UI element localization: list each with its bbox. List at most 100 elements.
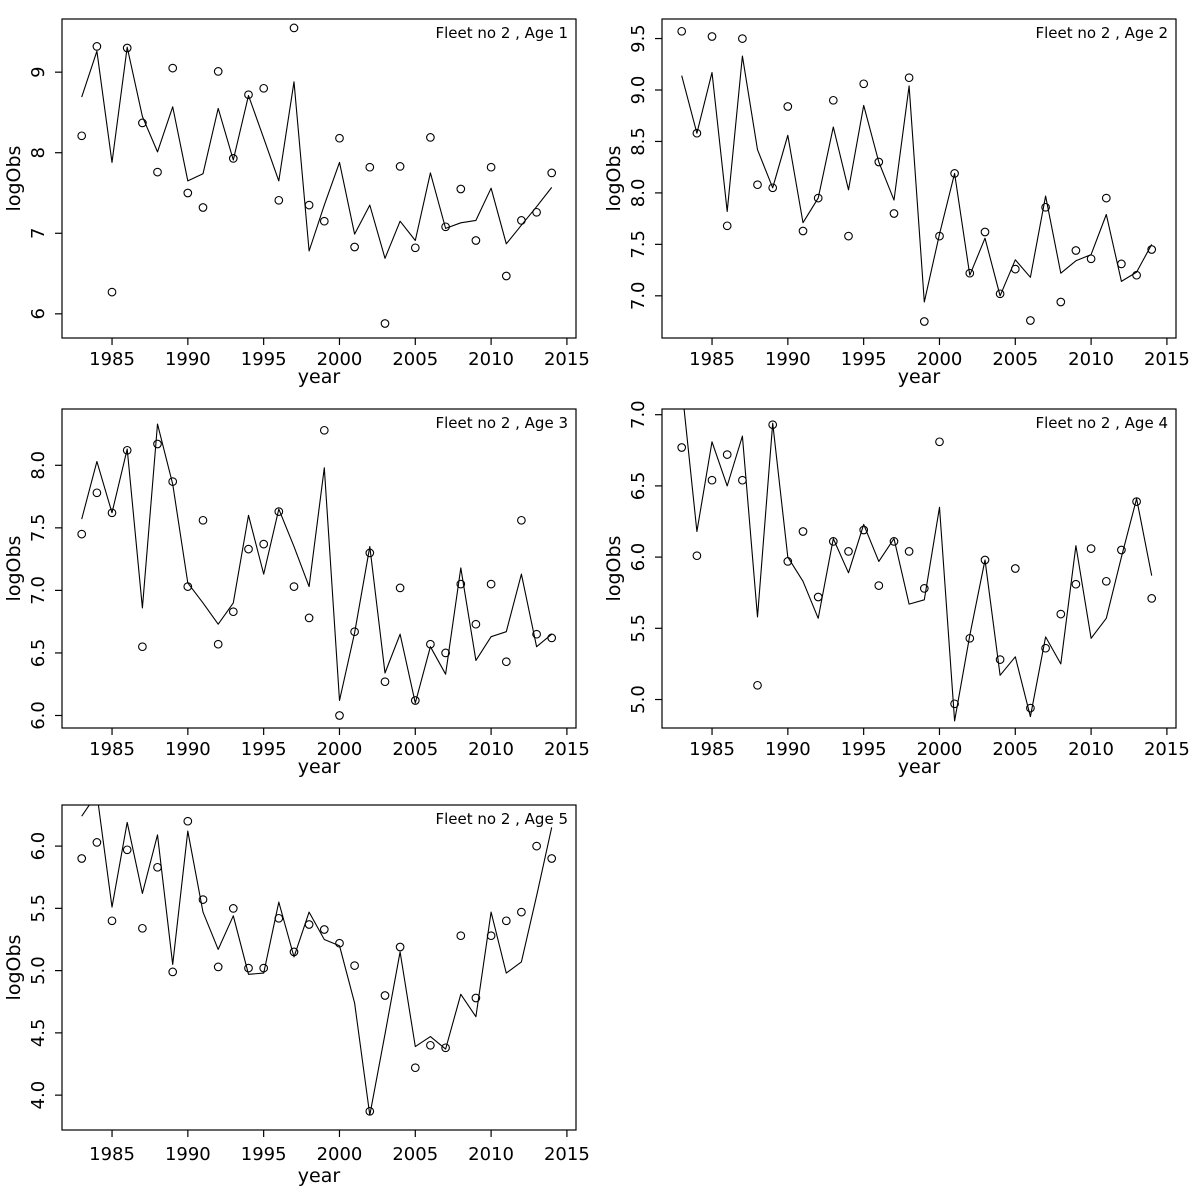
observed-point [304, 613, 314, 623]
observed-point [501, 916, 511, 926]
x-tick-label: 2010 [468, 739, 514, 760]
observed-point [319, 425, 329, 435]
observed-point [198, 203, 208, 212]
observed-point [1041, 202, 1050, 212]
x-tick-label: 2010 [468, 1144, 514, 1165]
observed-point [183, 188, 193, 198]
observed-point [486, 579, 496, 589]
predicted-line [81, 805, 553, 1116]
observed-point [1117, 545, 1126, 555]
observed-point [859, 79, 869, 89]
observed-point [517, 907, 526, 917]
x-tick-label: 1985 [89, 1144, 135, 1165]
observed-point [995, 655, 1005, 664]
chart-svg-age-5: 1985 1990 1995 2000 2005 2010 2015 4.0 4.5 5.0 5.5… [3, 804, 590, 1187]
observed-point [692, 128, 702, 138]
observed-point [410, 696, 420, 705]
observed-point [168, 63, 178, 73]
y-tick-label: 6.5 [28, 639, 49, 668]
observed-point [228, 904, 238, 913]
observed-point [950, 699, 959, 709]
observed-point [168, 477, 178, 486]
plot-box [661, 18, 1177, 339]
observed-point [1117, 259, 1126, 269]
observed-point [532, 629, 541, 639]
y-tick-label: 5.5 [28, 894, 49, 923]
x-axis-label: year [298, 756, 341, 778]
observed-point [456, 579, 466, 589]
chart-svg-age-4: 1985 1990 1995 2000 2005 2010 2015 5.0 5.5 6.0 6.5… [603, 400, 1190, 778]
y-tick-label: 6.5 [628, 472, 649, 501]
observed-point [980, 555, 990, 565]
observed-point [486, 162, 496, 172]
observed-point [1147, 245, 1157, 254]
x-tick-label: 1990 [765, 739, 811, 760]
observed-point [259, 963, 269, 973]
observed-point [935, 231, 944, 241]
y-tick-label: 9.5 [628, 24, 649, 53]
observed-point [1010, 564, 1020, 573]
observed-point [335, 938, 344, 948]
observed-point [919, 584, 929, 593]
x-axis-label: year [898, 366, 941, 388]
observed-point [441, 1043, 450, 1053]
observed-point [77, 529, 87, 539]
chart-panel-age-3: 1985 1990 1995 2000 2005 2010 2015 6.0 6.5 7.0 7.5… [0, 390, 600, 780]
chart-svg-age-2: 1985 1990 1995 2000 2005 2010 2015 7.0 7.5 8.0 8.5… [603, 18, 1190, 388]
y-tick-label: 9 [28, 66, 49, 77]
observed-point [213, 67, 223, 76]
x-tick-label: 1995 [841, 349, 887, 370]
x-tick-label: 2000 [917, 349, 963, 370]
x-tick-label: 2010 [1068, 739, 1114, 760]
observed-point [844, 231, 853, 241]
observed-point [350, 961, 359, 970]
x-axis-label: year [898, 756, 941, 778]
observed-point [92, 838, 102, 847]
observed-point [532, 207, 541, 217]
observed-point [965, 633, 975, 643]
y-tick-label: 7.5 [28, 514, 49, 543]
observed-point [1071, 579, 1081, 589]
observed-point [274, 507, 284, 516]
observed-point [1071, 246, 1081, 255]
observed-point [395, 942, 405, 952]
observed-point [874, 581, 884, 590]
observed-point [319, 925, 329, 934]
observed-point [122, 845, 132, 855]
observed-point [259, 83, 269, 93]
y-axis-label: logObs [603, 536, 625, 602]
observed-point [501, 657, 511, 667]
observed-point [501, 271, 511, 281]
observed-point [183, 816, 193, 826]
observed-point [456, 184, 466, 194]
observed-point [289, 582, 299, 591]
x-tick-label: 1985 [89, 349, 135, 370]
observed-point [935, 437, 944, 447]
y-axis-label: logObs [603, 146, 625, 212]
observed-point [410, 243, 420, 253]
observed-point [1101, 576, 1111, 586]
x-tick-label: 2010 [1068, 349, 1114, 370]
observed-point [335, 133, 344, 143]
x-tick-label: 2005 [992, 349, 1038, 370]
observed-point [995, 289, 1005, 299]
y-tick-label: 7.0 [28, 576, 49, 605]
observed-point [1026, 703, 1035, 713]
observed-point [1147, 594, 1157, 603]
observed-point [77, 131, 87, 141]
predicted-line [683, 409, 1153, 722]
y-tick-label: 8.0 [28, 451, 49, 480]
observed-point [965, 268, 975, 278]
observed-point [1086, 544, 1096, 553]
observed-point [1041, 643, 1050, 653]
observed-point [707, 475, 717, 485]
x-tick-label: 1985 [89, 739, 135, 760]
observed-point [380, 677, 390, 687]
observed-point [919, 317, 929, 326]
observed-point [426, 1040, 435, 1050]
observed-point [768, 183, 778, 193]
observed-point [456, 931, 466, 941]
observed-point [228, 154, 238, 163]
y-axis-label: logObs [3, 536, 25, 602]
y-tick-label: 4.0 [28, 1081, 49, 1110]
